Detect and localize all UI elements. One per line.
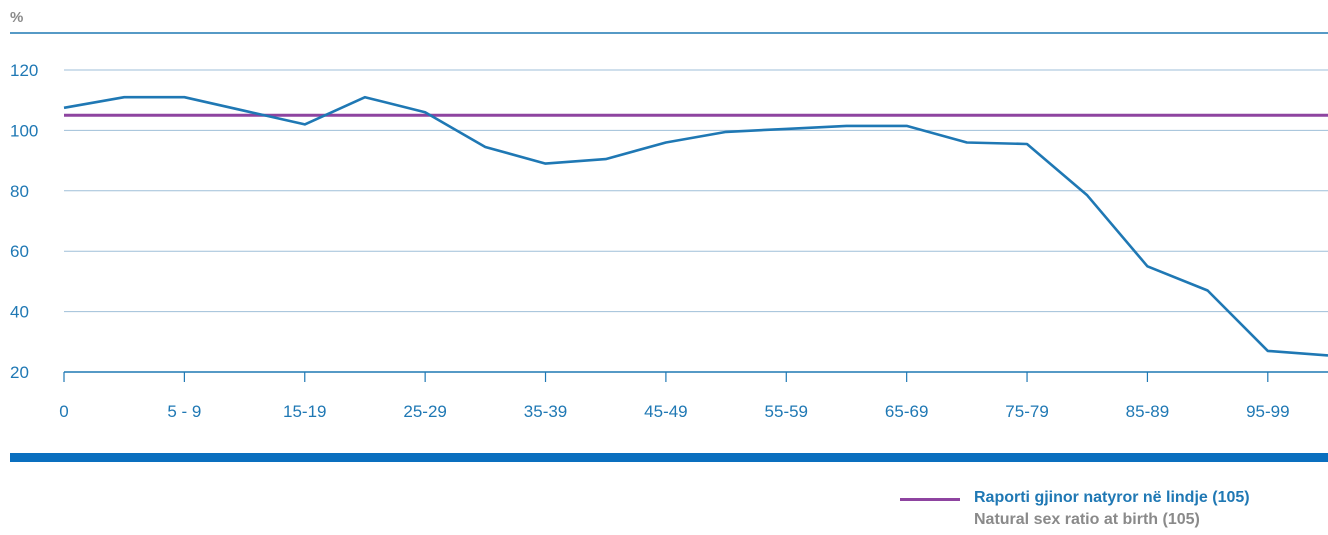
legend-line-swatch — [900, 498, 960, 501]
legend-label-english: Natural sex ratio at birth (105) — [974, 511, 1200, 528]
x-tick-label: 15-19 — [283, 402, 326, 421]
bottom-band — [10, 453, 1328, 462]
legend-label-albanian: Raporti gjinor natyror në lindje (105) — [974, 489, 1250, 506]
plot-area — [63, 95, 1328, 357]
y-tick-label: 80 — [10, 182, 29, 201]
x-tick-label: 75-79 — [1005, 402, 1048, 421]
sex-ratio-series-line — [63, 95, 1328, 357]
y-axis-ticks: 20 40 60 80 100 120 — [10, 61, 38, 382]
gridlines — [10, 32, 1328, 313]
x-tick-label: 45-49 — [644, 402, 687, 421]
x-axis-ticks: 0 5 - 9 15-19 25-29 35-39 45-49 55-59 65-69 75-7… — [59, 372, 1290, 421]
y-tick-label: 40 — [10, 303, 29, 322]
x-tick-label: 5 - 9 — [167, 402, 201, 421]
x-tick-label: 55-59 — [765, 402, 808, 421]
x-tick-label: 0 — [59, 402, 68, 421]
y-tick-label: 60 — [10, 242, 29, 261]
x-tick-label: 35-39 — [524, 402, 567, 421]
y-axis-unit-label: % — [10, 9, 23, 26]
y-tick-label: 120 — [10, 61, 38, 80]
legend: Raporti gjinor natyror në lindje (105) N… — [900, 488, 1328, 534]
x-tick-label: 25-29 — [403, 402, 446, 421]
x-tick-label: 95-99 — [1246, 402, 1289, 421]
x-tick-label: 65-69 — [885, 402, 928, 421]
y-tick-label: 20 — [10, 363, 29, 382]
x-tick-label: 85-89 — [1126, 402, 1169, 421]
y-tick-label: 100 — [10, 121, 38, 140]
